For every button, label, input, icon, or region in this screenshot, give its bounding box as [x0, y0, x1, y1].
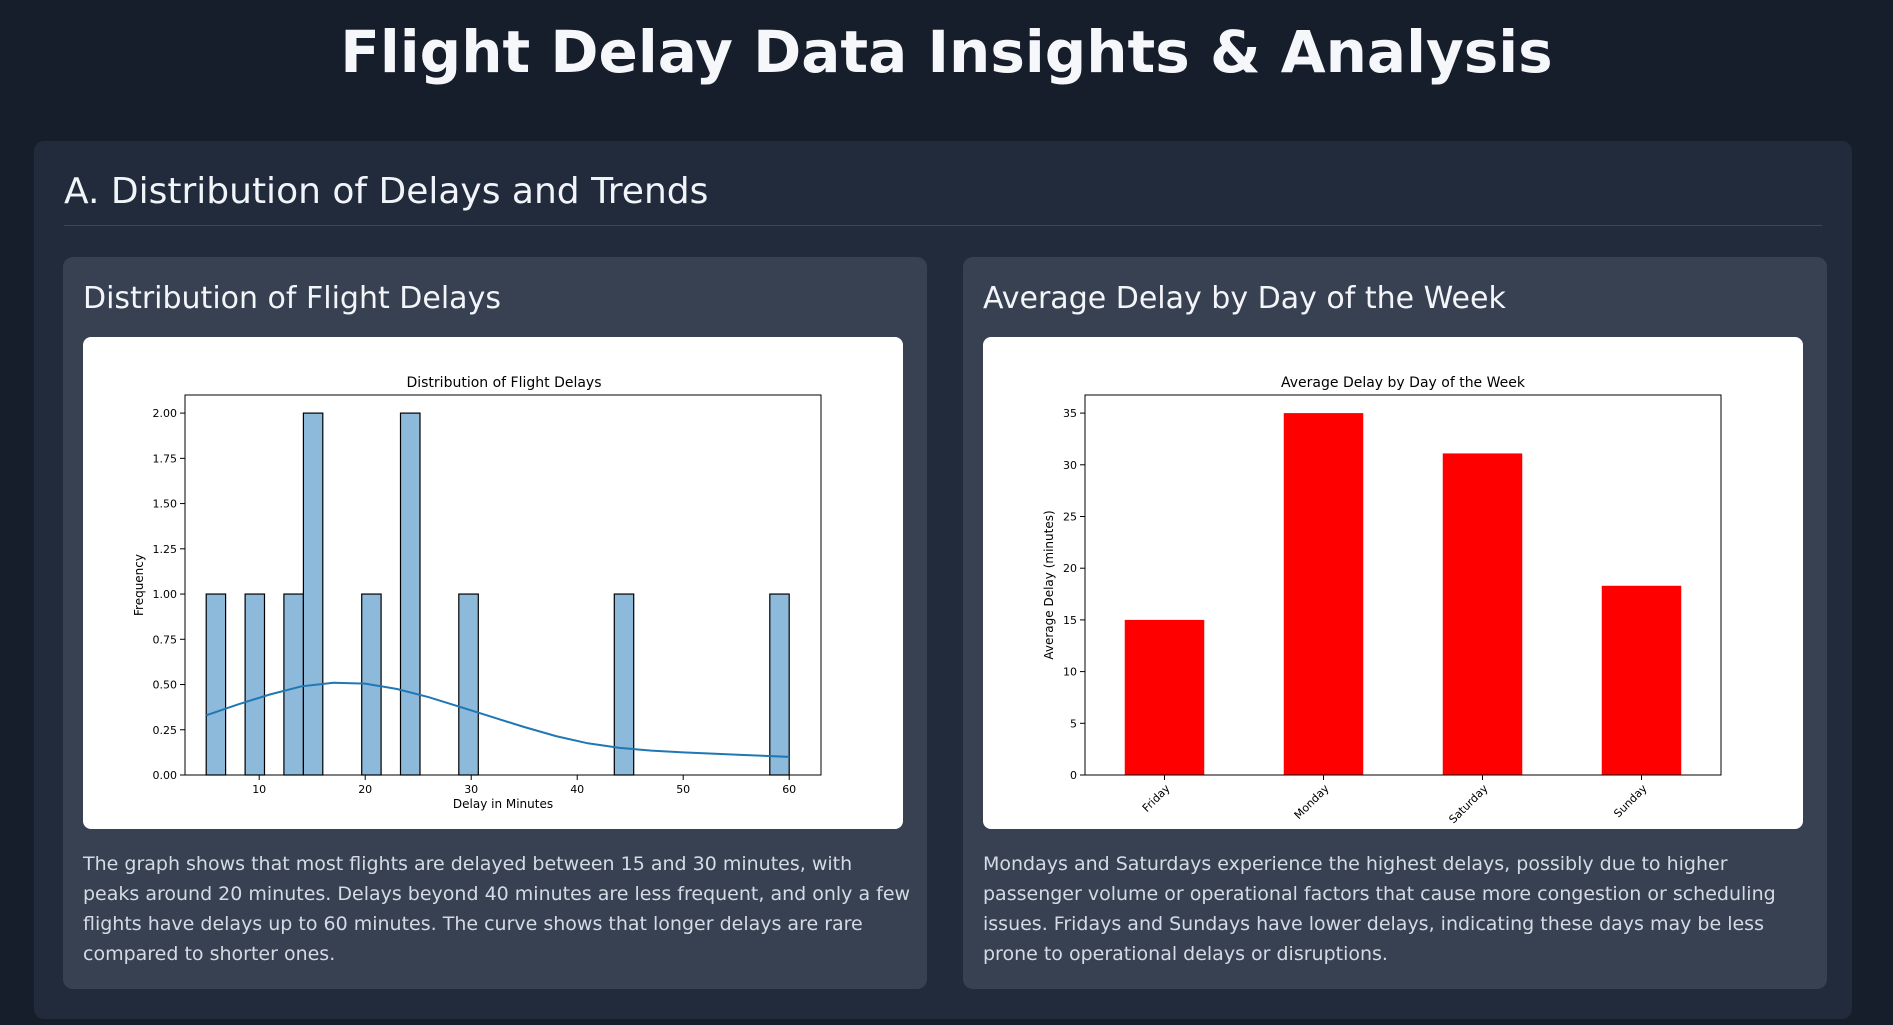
x-tick-label: 30	[464, 783, 478, 796]
card-description: The graph shows that most flights are de…	[83, 853, 911, 965]
y-tick-label: 0.25	[153, 724, 178, 737]
y-tick-label: 2.00	[153, 407, 178, 420]
histogram-bar	[283, 593, 305, 776]
x-tick-label: 50	[676, 783, 690, 796]
chart-title: Average Delay by Day of the Week	[1281, 375, 1526, 391]
y-axis-label: Average Delay (minutes)	[1042, 510, 1056, 659]
histogram-chart-container: Distribution of Flight Delays 10 20 30 40 50…	[83, 337, 903, 829]
y-tick-label: 5	[1070, 717, 1077, 730]
card-title: Distribution of Flight Delays	[83, 281, 501, 316]
y-tick-label: 1.75	[153, 452, 178, 465]
y-tick-label: 15	[1063, 614, 1077, 627]
histogram-bar	[244, 593, 266, 776]
bar-sunday	[1601, 585, 1682, 775]
card-title: Average Delay by Day of the Week	[983, 281, 1506, 316]
page-title: Flight Delay Data Insights & Analysis	[340, 18, 1553, 86]
x-tick-label: 60	[782, 783, 796, 796]
y-tick-label: 30	[1063, 459, 1077, 472]
bar-saturday	[1442, 453, 1523, 775]
bar-chart-container: Average Delay by Day of the Week Friday M…	[983, 337, 1803, 829]
x-tick-label: 40	[570, 783, 584, 796]
x-tick-label: 20	[358, 783, 372, 796]
kde-curve	[205, 681, 790, 758]
x-axis-label: Delay in Minutes	[453, 797, 553, 811]
histogram-bar	[205, 593, 227, 776]
plot-frame	[1084, 394, 1722, 776]
x-tick-label: Monday	[1292, 782, 1332, 822]
plot-frame	[184, 394, 822, 776]
bar-chart: Average Delay by Day of the Week Friday M…	[1042, 375, 1722, 827]
y-tick-label: 0	[1070, 769, 1077, 782]
histogram-bar	[399, 412, 421, 776]
y-tick-label: 1.00	[153, 588, 178, 601]
card-description: Mondays and Saturdays experience the hig…	[983, 853, 1776, 965]
y-tick-label: 20	[1063, 562, 1077, 575]
y-tick-label: 25	[1063, 510, 1077, 523]
y-tick-label: 0.50	[153, 679, 178, 692]
histogram-bar	[302, 412, 324, 776]
chart-title: Distribution of Flight Delays	[406, 375, 601, 391]
section-title: A. Distribution of Delays and Trends	[64, 171, 709, 212]
y-tick-label: 1.50	[153, 498, 178, 511]
x-tick-label: Saturday	[1446, 782, 1491, 827]
y-tick-label: 0.75	[153, 633, 178, 646]
histogram-bar	[458, 593, 479, 776]
x-tick-label: Sunday	[1611, 782, 1650, 821]
weekday-delay-card: Average Delay by Day of the Week Average…	[963, 257, 1827, 989]
y-tick-label: 0.00	[153, 769, 178, 782]
y-tick-label: 1.25	[153, 543, 178, 556]
bar-monday	[1283, 413, 1364, 775]
histogram-bar	[769, 593, 790, 776]
delay-distribution-card: Distribution of Flight Delays Distributi…	[63, 257, 927, 989]
delays-section: A. Distribution of Delays and Trends Dis…	[34, 141, 1852, 1019]
bar-friday	[1124, 619, 1205, 775]
y-tick-label: 35	[1063, 407, 1077, 420]
histogram-chart: Distribution of Flight Delays 10 20 30 40 50…	[132, 375, 822, 811]
y-tick-label: 10	[1063, 666, 1077, 679]
y-axis-label: Frequency	[132, 554, 146, 616]
x-tick-label: Friday	[1140, 782, 1173, 815]
x-tick-label: 10	[252, 783, 266, 796]
section-divider	[64, 225, 1822, 226]
